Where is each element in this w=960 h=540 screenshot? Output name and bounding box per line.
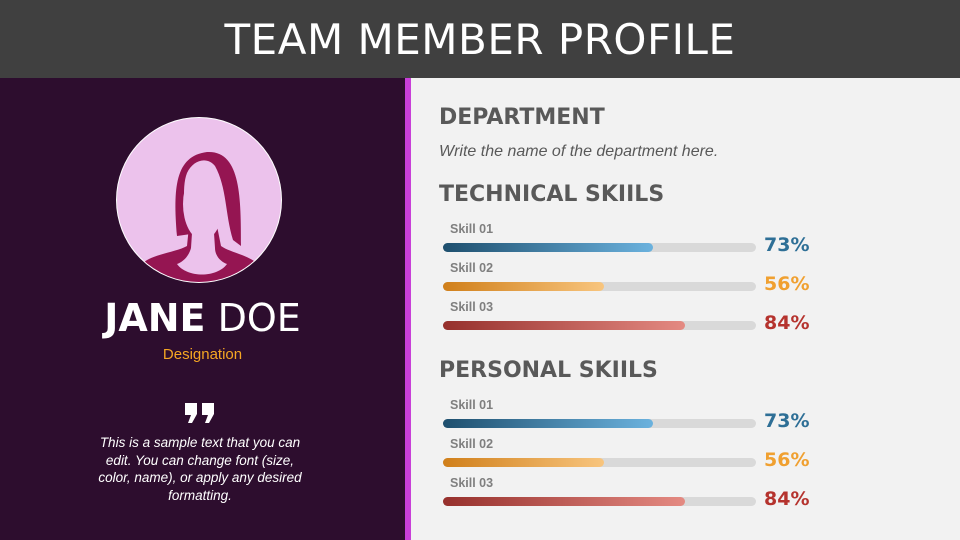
skill-bar-fill <box>443 497 685 506</box>
department-heading: DEPARTMENT <box>439 105 605 130</box>
avatar <box>116 117 282 283</box>
skill-bar-track <box>443 497 756 506</box>
skill-row: Skill 02 56% <box>443 261 813 299</box>
skill-percent: 56% <box>764 273 810 295</box>
personal-skills-heading: PERSONAL SKIILS <box>439 358 658 383</box>
skill-bar-fill <box>443 321 685 330</box>
skill-bar-fill <box>443 282 605 291</box>
skill-bar-track <box>443 321 756 330</box>
skill-label: Skill 02 <box>450 261 494 275</box>
skill-label: Skill 02 <box>450 437 494 451</box>
technical-skills-heading: TECHNICAL SKIILS <box>439 182 665 207</box>
skill-label: Skill 03 <box>450 476 494 490</box>
member-name: JANE DOE <box>0 296 405 340</box>
skill-bar-fill <box>443 243 654 252</box>
skill-percent: 84% <box>764 312 810 334</box>
skill-row: Skill 02 56% <box>443 437 813 475</box>
last-name: DOE <box>217 296 301 340</box>
skill-row: Skill 03 84% <box>443 300 813 338</box>
skill-label: Skill 03 <box>450 300 494 314</box>
skill-bar-track <box>443 419 756 428</box>
quote-icon <box>185 403 214 423</box>
skill-percent: 56% <box>764 449 810 471</box>
woman-avatar-icon <box>139 151 263 282</box>
first-name: JANE <box>104 296 206 340</box>
skill-row: Skill 03 84% <box>443 476 813 514</box>
skill-bar-fill <box>443 458 605 467</box>
skill-bar-track <box>443 243 756 252</box>
skill-bar-track <box>443 458 756 467</box>
skill-percent: 84% <box>764 488 810 510</box>
skill-bar-fill <box>443 419 654 428</box>
title-bar: TEAM MEMBER PROFILE <box>0 0 960 78</box>
designation: Designation <box>162 346 243 363</box>
skill-row: Skill 01 73% <box>443 222 813 260</box>
skill-label: Skill 01 <box>450 222 494 236</box>
skill-percent: 73% <box>764 410 810 432</box>
bio-text: This is a sample text that you can edit.… <box>98 435 302 503</box>
department-text: Write the name of the department here. <box>439 143 719 160</box>
divider <box>405 78 411 540</box>
skill-percent: 73% <box>764 234 810 256</box>
page-title: TEAM MEMBER PROFILE <box>224 14 736 64</box>
skill-bar-track <box>443 282 756 291</box>
skill-row: Skill 01 73% <box>443 398 813 436</box>
skill-label: Skill 01 <box>450 398 494 412</box>
